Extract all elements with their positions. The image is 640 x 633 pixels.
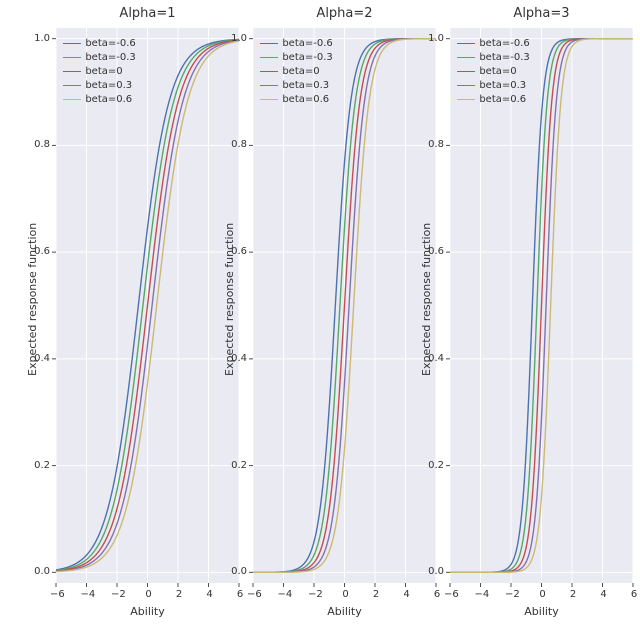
xlabel: Ability <box>450 605 633 618</box>
legend-swatch <box>457 99 475 100</box>
ytick-label: 1.0 <box>34 33 50 44</box>
xtick-label: 6 <box>233 589 247 600</box>
legend-swatch <box>457 85 475 86</box>
xtick-label: −6 <box>247 589 261 600</box>
legend-label: beta=-0.6 <box>282 38 332 49</box>
legend-item: beta=-0.3 <box>260 50 332 64</box>
legend-swatch <box>63 71 81 72</box>
legend-swatch <box>63 43 81 44</box>
xtick-label: 4 <box>203 589 217 600</box>
legend-swatch <box>457 57 475 58</box>
xtick-label: 4 <box>400 589 414 600</box>
plot-area <box>56 28 239 583</box>
ylabel: Expected response function <box>420 222 433 375</box>
xtick-label: −2 <box>308 589 322 600</box>
xtick-label: 2 <box>172 589 186 600</box>
xtick-label: −4 <box>475 589 489 600</box>
legend-swatch <box>63 85 81 86</box>
ytick-label: 0.8 <box>231 139 247 150</box>
legend-label: beta=-0.6 <box>479 38 529 49</box>
legend: beta=-0.6 beta=-0.3 beta=0 beta=0.3 beta=0.6 <box>457 36 529 106</box>
legend-swatch <box>260 99 278 100</box>
ylabel: Expected response function <box>26 222 39 375</box>
ylabel: Expected response function <box>223 222 236 375</box>
ytick-label: 1.0 <box>231 33 247 44</box>
legend-swatch <box>260 71 278 72</box>
legend-swatch <box>457 71 475 72</box>
legend-label: beta=0.6 <box>85 94 132 105</box>
legend-item: beta=0.3 <box>457 78 529 92</box>
legend-label: beta=0 <box>479 66 516 77</box>
subplot-0 <box>56 28 239 583</box>
legend-item: beta=0 <box>63 64 135 78</box>
xtick-label: 0 <box>339 589 353 600</box>
xtick-label: −2 <box>505 589 519 600</box>
figure: Alpha=1−6−4−202460.00.20.40.60.81.0Abili… <box>0 0 640 633</box>
xtick-label: 0 <box>142 589 156 600</box>
ytick-label: 0.8 <box>34 139 50 150</box>
legend-swatch <box>63 57 81 58</box>
ytick-label: 1.0 <box>428 33 444 44</box>
legend-item: beta=0.6 <box>260 92 332 106</box>
xtick-label: 2 <box>566 589 580 600</box>
legend-swatch <box>63 99 81 100</box>
xlabel: Ability <box>56 605 239 618</box>
legend-swatch <box>260 43 278 44</box>
xtick-label: 6 <box>430 589 444 600</box>
ytick-label: 0.0 <box>428 566 444 577</box>
subplot-2 <box>450 28 633 583</box>
xtick-label: −2 <box>111 589 125 600</box>
legend-label: beta=-0.6 <box>85 38 135 49</box>
legend-item: beta=0 <box>457 64 529 78</box>
legend-label: beta=0 <box>85 66 122 77</box>
xtick-label: 6 <box>627 589 640 600</box>
plot-area <box>450 28 633 583</box>
ytick-label: 0.2 <box>34 460 50 471</box>
plot-area <box>253 28 436 583</box>
xtick-label: −4 <box>278 589 292 600</box>
legend-label: beta=-0.3 <box>282 52 332 63</box>
xtick-label: 0 <box>536 589 550 600</box>
legend-label: beta=0.6 <box>479 94 526 105</box>
legend: beta=-0.6 beta=-0.3 beta=0 beta=0.3 beta=0.6 <box>63 36 135 106</box>
legend-swatch <box>457 43 475 44</box>
legend-label: beta=0.3 <box>85 80 132 91</box>
legend-item: beta=0 <box>260 64 332 78</box>
legend-label: beta=-0.3 <box>85 52 135 63</box>
legend-item: beta=-0.3 <box>457 50 529 64</box>
legend-item: beta=0.6 <box>457 92 529 106</box>
legend-label: beta=0.3 <box>479 80 526 91</box>
legend-item: beta=-0.6 <box>457 36 529 50</box>
ytick-label: 0.0 <box>34 566 50 577</box>
legend-label: beta=0 <box>282 66 319 77</box>
legend-label: beta=-0.3 <box>479 52 529 63</box>
legend-swatch <box>260 57 278 58</box>
xlabel: Ability <box>253 605 436 618</box>
ytick-label: 0.8 <box>428 139 444 150</box>
legend-swatch <box>260 85 278 86</box>
legend-item: beta=-0.6 <box>63 36 135 50</box>
ytick-label: 0.2 <box>428 460 444 471</box>
panel-title: Alpha=3 <box>450 6 633 21</box>
legend: beta=-0.6 beta=-0.3 beta=0 beta=0.3 beta=0.6 <box>260 36 332 106</box>
legend-label: beta=0.6 <box>282 94 329 105</box>
legend-item: beta=0.3 <box>63 78 135 92</box>
xtick-label: 4 <box>597 589 611 600</box>
subplot-1 <box>253 28 436 583</box>
legend-item: beta=0.3 <box>260 78 332 92</box>
legend-label: beta=0.3 <box>282 80 329 91</box>
ytick-label: 0.2 <box>231 460 247 471</box>
legend-item: beta=0.6 <box>63 92 135 106</box>
ytick-label: 0.0 <box>231 566 247 577</box>
legend-item: beta=-0.3 <box>63 50 135 64</box>
legend-item: beta=-0.6 <box>260 36 332 50</box>
xtick-label: −6 <box>50 589 64 600</box>
panel-title: Alpha=1 <box>56 6 239 21</box>
xtick-label: −6 <box>444 589 458 600</box>
xtick-label: −4 <box>81 589 95 600</box>
panel-title: Alpha=2 <box>253 6 436 21</box>
xtick-label: 2 <box>369 589 383 600</box>
